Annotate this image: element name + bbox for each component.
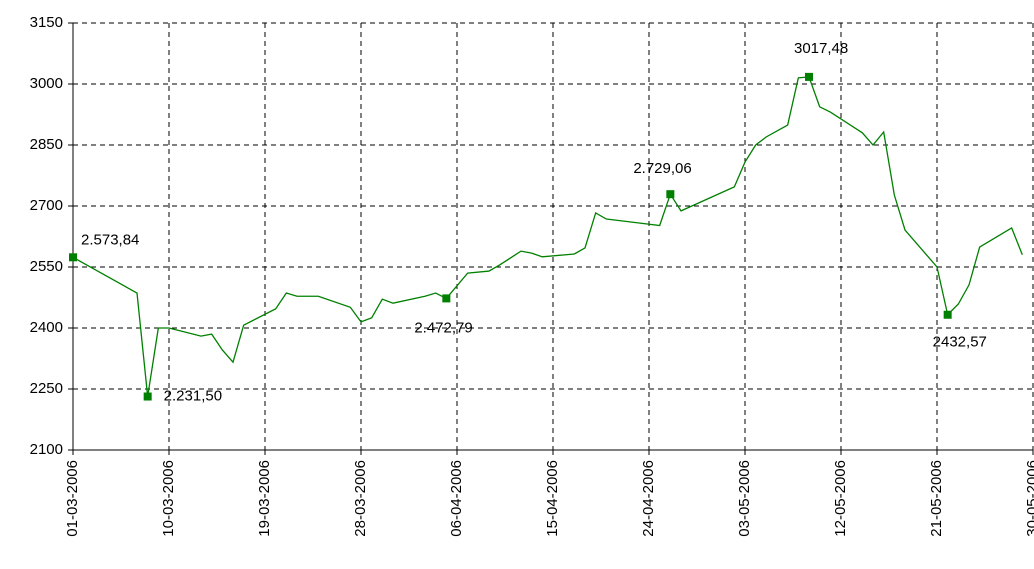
x-tick-label: 21-05-2006: [928, 460, 945, 537]
marker: [143, 392, 152, 401]
x-tick-label: 24-04-2006: [640, 460, 657, 537]
y-tick-label: 2850: [30, 136, 63, 153]
data-label: 3017,48: [794, 40, 848, 57]
line: [72, 76, 1023, 397]
y-tick-label: 2400: [30, 319, 63, 336]
data-label: 2432,57: [933, 334, 987, 351]
data-label: 2.231,50: [164, 387, 222, 404]
x-tick-label: 03-05-2006: [736, 460, 753, 537]
x-tick-label: 10-03-2006: [160, 460, 177, 537]
x-tick-label: 06-04-2006: [448, 460, 465, 537]
x-tick-label: 19-03-2006: [256, 460, 273, 537]
y-tick-label: 2550: [30, 258, 63, 275]
marker: [805, 72, 813, 81]
marker: [666, 190, 675, 199]
x-tick-label: 30-05-2006: [1024, 460, 1034, 537]
y-tick-label: 2100: [30, 441, 63, 458]
x-tick-label: 28-03-2006: [352, 460, 369, 537]
y-tick-label: 3000: [30, 75, 63, 92]
data-label: 2.472,79: [414, 319, 472, 336]
x-tick-label: 15-04-2006: [544, 460, 561, 537]
x-tick-label: 01-03-2006: [64, 460, 81, 537]
y-tick-label: 3150: [30, 14, 63, 31]
y-tick-label: 2700: [30, 197, 63, 214]
x-tick-label: 12-05-2006: [832, 460, 849, 537]
data-label: 2.729,06: [633, 160, 691, 177]
y-tick-label: 2250: [30, 380, 63, 397]
marker: [943, 310, 952, 319]
marker: [442, 294, 451, 303]
marker: [69, 253, 77, 262]
data-label: 2.573,84: [81, 231, 139, 248]
